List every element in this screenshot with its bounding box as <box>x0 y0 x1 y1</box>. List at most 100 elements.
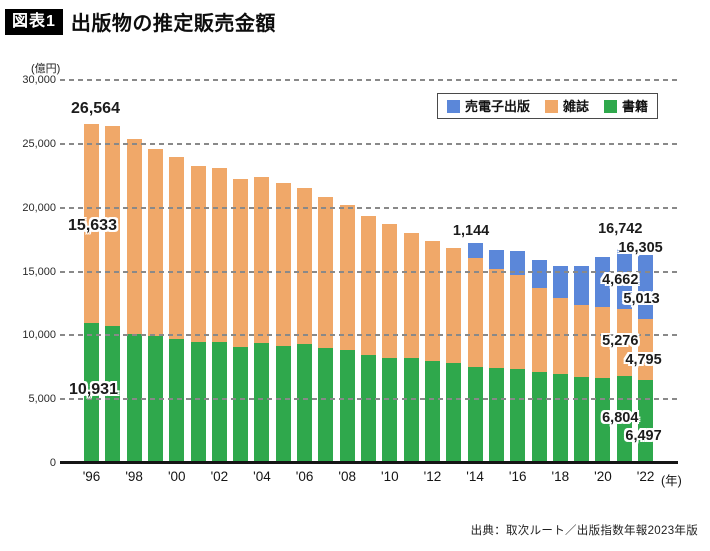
data-label: 5,276 <box>602 333 639 350</box>
bar-segment <box>552 266 568 299</box>
y-tick-label: 15,000 <box>22 265 56 278</box>
bar-segment <box>616 249 632 309</box>
legend-item: 書籍 <box>604 98 649 114</box>
legend-item: 売電子出版 <box>447 98 531 114</box>
bar-segment <box>84 323 99 463</box>
bar-segment <box>403 232 419 359</box>
x-tick-label: '16 <box>508 469 527 484</box>
bar-segment <box>233 178 249 348</box>
bar-segment <box>424 240 440 361</box>
bar-segment <box>254 176 270 343</box>
data-label: 6,497 <box>625 427 662 444</box>
bar-segment <box>446 248 462 363</box>
y-tick-label: 25,000 <box>22 137 56 150</box>
bar-segment <box>467 243 483 258</box>
gridline <box>60 206 678 209</box>
legend-swatch <box>604 99 618 113</box>
data-label: 10,931 <box>69 381 118 399</box>
bar-segment <box>105 126 121 326</box>
x-tick-label: '96 <box>82 469 101 484</box>
x-tick-label: '08 <box>338 469 357 484</box>
bar-segment <box>190 166 206 343</box>
bar-segment <box>382 358 398 463</box>
source-note: 出典：取次ルート／出版指数年報2023年版 <box>470 525 698 537</box>
bar-segment <box>339 205 355 350</box>
bar-segment <box>467 366 483 463</box>
gridline <box>60 334 678 337</box>
bar-segment <box>616 308 632 377</box>
bar-segment <box>211 341 227 463</box>
data-label: 4,662 <box>602 272 639 289</box>
gridline <box>60 142 678 145</box>
bar-segment <box>275 345 291 463</box>
gridline <box>60 79 678 81</box>
figure-header: 図表1 出版物の推定販売金額 <box>5 7 276 36</box>
x-tick-label: '04 <box>253 469 271 484</box>
bar-segment <box>531 259 547 289</box>
bar-segment <box>510 275 526 369</box>
bar-segment <box>446 362 462 463</box>
bar-segment <box>361 215 377 355</box>
bar-segment <box>169 157 185 340</box>
legend-item-label: 売電子出版 <box>465 98 531 114</box>
bar-segment <box>467 257 483 367</box>
bar-segment <box>488 268 504 369</box>
x-tick-label: '14 <box>466 469 484 484</box>
x-axis-suffix-label: (年) <box>661 474 682 488</box>
bar-segment <box>275 182 291 346</box>
bar-segment <box>510 368 526 463</box>
bar-segment <box>616 376 632 463</box>
bar-segment <box>382 223 398 359</box>
bar-segment <box>105 326 121 463</box>
bar-segment <box>297 343 313 463</box>
legend-item-label: 書籍 <box>622 98 649 114</box>
figure-title: 出版物の推定販売金額 <box>70 13 276 35</box>
x-tick-label: '00 <box>167 469 186 484</box>
bar-segment <box>595 306 611 378</box>
x-tick-label: '18 <box>551 469 570 484</box>
legend: 売電子出版 雑誌 書籍 <box>437 93 659 119</box>
x-tick-label: '98 <box>125 469 143 484</box>
bar-segment <box>638 254 654 319</box>
bar-segment <box>126 138 142 335</box>
x-tick-label: '20 <box>594 469 612 484</box>
y-tick-label: 0 <box>49 457 56 469</box>
bar-segment <box>424 360 440 463</box>
y-tick-label: 5,000 <box>28 393 56 406</box>
data-label: 15,633 <box>68 216 117 234</box>
gridline <box>60 398 678 401</box>
x-axis-line <box>60 461 678 464</box>
data-label: 16,742 <box>598 221 643 238</box>
legend-item: 雑誌 <box>545 98 590 114</box>
legend-swatch <box>447 99 460 113</box>
bar-segment <box>361 354 377 463</box>
bar-segment <box>233 347 249 463</box>
data-label: 16,305 <box>618 239 663 256</box>
gridline <box>60 270 678 273</box>
y-tick-label: 10,000 <box>22 329 56 342</box>
bar-segment <box>169 339 185 463</box>
legend-item-label: 雑誌 <box>563 98 590 114</box>
bar-segment <box>638 318 654 381</box>
figure-tag: 図表1 <box>5 8 63 35</box>
bar-segment <box>488 368 504 463</box>
bar-segment <box>84 123 99 324</box>
bar-segment <box>190 342 206 463</box>
bar-segment <box>531 371 547 463</box>
x-tick-label: '10 <box>381 469 399 484</box>
bar-segment <box>574 305 590 378</box>
legend-swatch <box>545 99 559 113</box>
bar-segment <box>147 148 163 337</box>
bar-segment <box>510 250 526 276</box>
bar-segment <box>339 349 355 463</box>
x-tick-label: '22 <box>636 469 655 484</box>
data-label: 6,804 <box>602 409 639 426</box>
x-tick-label: '02 <box>210 469 229 484</box>
bar-segment <box>488 249 504 269</box>
bar-segment <box>531 288 547 372</box>
bar-segment <box>595 256 611 307</box>
x-tick-label: '12 <box>423 469 442 484</box>
x-tick-label: '06 <box>295 469 314 484</box>
y-tick-label: 30,000 <box>22 74 56 86</box>
